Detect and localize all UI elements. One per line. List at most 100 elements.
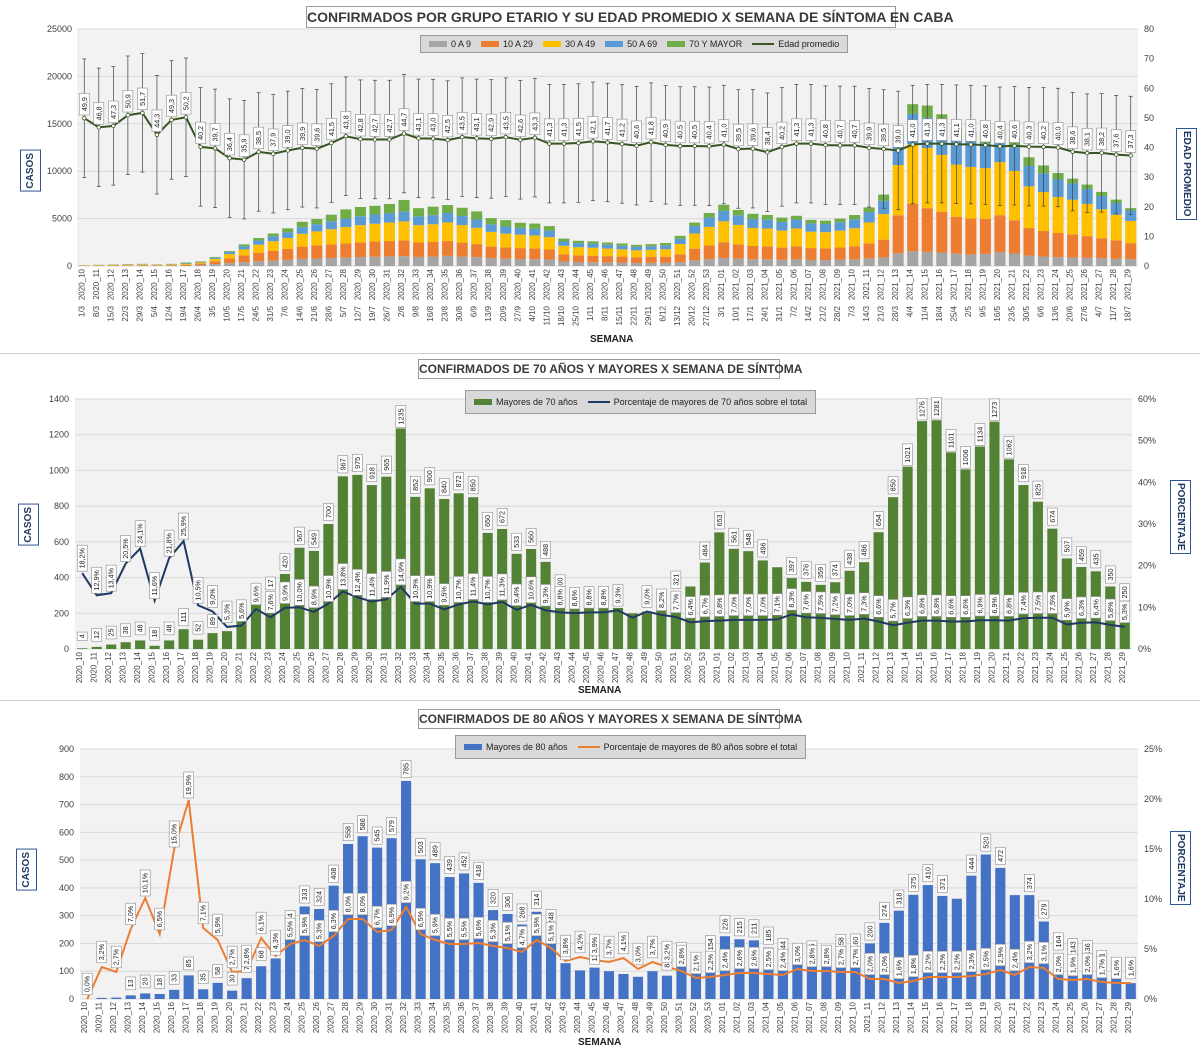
average-age-point xyxy=(824,143,828,147)
bar xyxy=(77,648,87,649)
bar-segment xyxy=(835,260,846,266)
bar-segment xyxy=(239,246,250,249)
bar-segment xyxy=(776,222,787,231)
x-date-label: 25/4 xyxy=(949,305,958,321)
data-label: 5,9% xyxy=(1062,601,1071,618)
data-label: 44,7 xyxy=(400,113,409,127)
average-age-point xyxy=(1013,144,1017,148)
bar-segment xyxy=(297,259,308,266)
average-age-point xyxy=(533,136,537,140)
x-week-label: 2021_22 xyxy=(1022,1001,1031,1033)
bar-segment xyxy=(340,219,351,227)
x-week-label: 2021_06 xyxy=(789,268,798,300)
x-week-label: 2021_03 xyxy=(747,1001,756,1033)
bar-segment xyxy=(1125,243,1136,259)
bar xyxy=(923,885,933,999)
data-label: 3,2% xyxy=(97,943,106,960)
x-week-label: 2021_10 xyxy=(848,1001,857,1033)
legend-item: 10 A 29 xyxy=(481,39,533,49)
bar-segment xyxy=(776,260,787,266)
bar-segment xyxy=(675,244,686,254)
bar-segment xyxy=(471,219,482,227)
x-week-label: 2021_01 xyxy=(718,1001,727,1033)
y2-tick-label: 5% xyxy=(1144,944,1157,954)
average-age-point xyxy=(155,133,159,137)
data-label: 6,4% xyxy=(686,599,695,616)
bar-segment xyxy=(704,213,715,218)
x-week-label: 2020_14 xyxy=(135,268,144,300)
bar-segment xyxy=(718,211,729,221)
average-age-point xyxy=(693,144,697,148)
bar xyxy=(140,993,150,999)
data-label: 918 xyxy=(367,467,376,479)
bar-segment xyxy=(791,246,802,259)
bar-segment xyxy=(457,243,468,257)
y-tick-label: 15000 xyxy=(47,119,72,129)
average-age-point xyxy=(707,145,711,149)
data-label: 38 xyxy=(121,626,130,634)
data-label: 5,5% xyxy=(460,920,469,937)
x-week-label: 2021_17 xyxy=(944,651,953,683)
average-age-point xyxy=(998,145,1002,149)
bar-segment xyxy=(835,231,846,248)
x-week-label: 2020_53 xyxy=(703,1001,712,1033)
bar-segment xyxy=(384,223,395,241)
y2-axis-title: PORCENTAJE xyxy=(1170,831,1191,905)
y2-tick-label: 30% xyxy=(1138,519,1156,529)
bar-segment xyxy=(776,218,787,222)
x-week-label: 2020_41 xyxy=(530,1001,539,1033)
x-date-label: 23/8 xyxy=(441,305,450,321)
bar-segment xyxy=(1096,258,1107,266)
bar xyxy=(222,631,232,649)
data-label: 489 xyxy=(431,845,440,857)
bar-segment xyxy=(253,261,264,266)
bar xyxy=(193,640,203,649)
bar xyxy=(111,998,121,999)
data-label: 40,3 xyxy=(1024,126,1033,140)
bar-segment xyxy=(122,265,133,266)
average-age-point xyxy=(882,147,886,151)
bar-segment xyxy=(253,253,264,262)
x-week-label: 2020_19 xyxy=(206,651,215,683)
bar xyxy=(150,646,160,649)
bar xyxy=(242,978,252,999)
data-label: 39,5 xyxy=(879,128,888,142)
average-age-point xyxy=(620,142,624,146)
data-label: 89 xyxy=(208,617,217,625)
y2-axis-title: PORCENTAJE xyxy=(1170,480,1191,554)
bar xyxy=(981,855,991,999)
bar-segment xyxy=(762,246,773,259)
bar-segment xyxy=(239,244,250,246)
data-label: 58 xyxy=(213,967,222,975)
data-label: 2,2% xyxy=(952,953,961,970)
average-age-point xyxy=(635,144,639,148)
x-week-label: 2020_42 xyxy=(542,268,551,300)
bar xyxy=(106,645,116,649)
x-week-label: 2020_28 xyxy=(339,268,348,300)
bar-segment xyxy=(1082,258,1093,266)
legend-swatch xyxy=(429,41,447,47)
data-label: 9,5% xyxy=(440,586,449,603)
bar xyxy=(1047,529,1057,649)
x-axis-title: SEMANA xyxy=(578,685,621,696)
bar-segment xyxy=(428,257,439,266)
x-week-label: 2021_20 xyxy=(993,1001,1002,1033)
x-week-label: 2021_24 xyxy=(1051,1001,1060,1033)
data-label: 2,8% xyxy=(242,947,251,964)
x-week-label: 2020_33 xyxy=(408,651,417,683)
average-age-point xyxy=(373,138,377,142)
data-label: 6,3% xyxy=(1077,599,1086,616)
x-week-label: 2020_32 xyxy=(397,268,406,300)
data-label: 30 xyxy=(228,975,237,983)
y2-tick-label: 80 xyxy=(1144,24,1154,34)
bar-segment xyxy=(544,237,555,249)
x-date-label: 12/4 xyxy=(164,305,173,321)
x-week-label: 2021_23 xyxy=(1037,1001,1046,1033)
data-label: 4,7% xyxy=(518,928,527,945)
x-week-label: 2021_28 xyxy=(1109,1001,1118,1033)
x-week-label: 2020_26 xyxy=(310,268,319,300)
data-label: 38,2 xyxy=(1097,132,1106,146)
data-label: 7,5% xyxy=(816,594,825,611)
data-label: 10,1% xyxy=(141,872,150,893)
bar-segment xyxy=(166,265,177,266)
